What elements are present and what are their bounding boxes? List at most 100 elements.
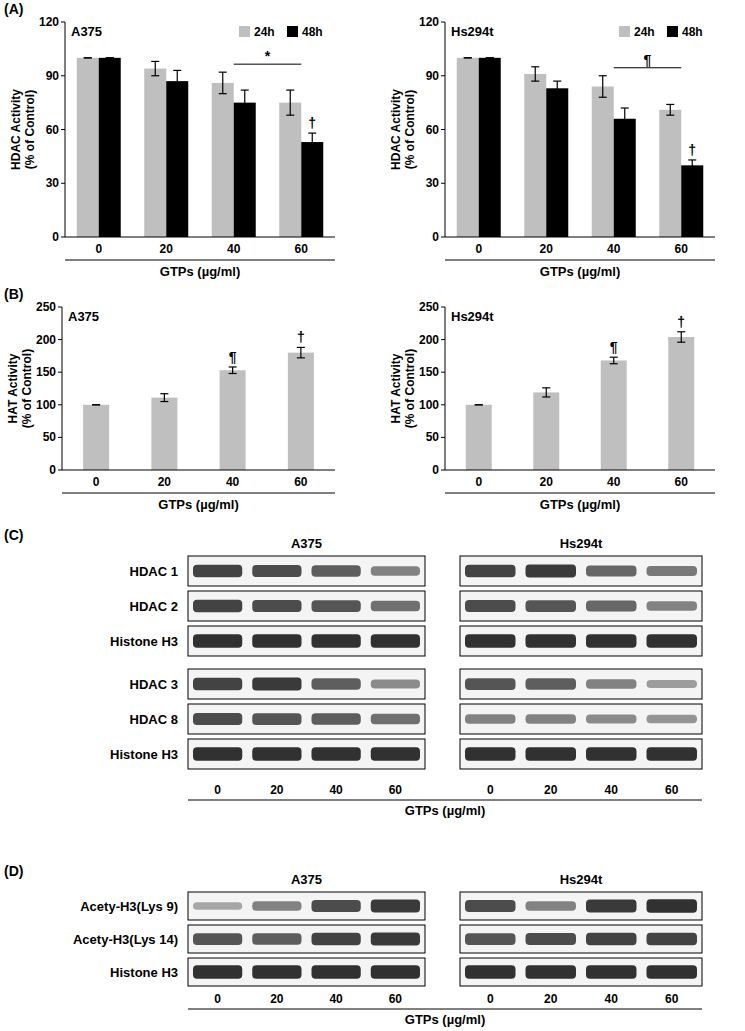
x-tick-label: 40 [227,242,241,256]
lane-label: 0 [214,992,221,1006]
chart: 0501001502002500204060GTPs (µg/ml)HAT Ac… [389,300,715,512]
blot-box [188,556,425,586]
annotation: ¶ [644,52,652,68]
y-tick-label: 200 [419,333,439,347]
bar [144,69,166,237]
chart-title: A375 [68,309,99,324]
error-cap [475,404,483,405]
blot-box [188,669,425,699]
blot-band [193,678,242,691]
error-stem [546,388,547,397]
blot-box [460,958,702,986]
blot-band [526,678,577,689]
blot-band [193,713,242,725]
y-tick-label: 60 [426,123,440,137]
y-tick [441,470,445,471]
error-cap [160,401,168,402]
bar [234,103,256,237]
error-cap [173,70,181,71]
x-tick-label: 0 [93,475,100,489]
blot-row-label: Acety-H3(Lys 14) [73,932,178,947]
y-tick-label: 120 [419,15,439,29]
bar [301,142,323,237]
bar [614,119,636,237]
legend-label: 48h [682,25,703,39]
error-stem [557,81,558,95]
blot-band [465,900,516,912]
bar [681,165,703,237]
error-cap [286,89,294,90]
y-tick-label: 250 [36,300,56,314]
blot-band [371,747,420,761]
blot-band [586,714,637,723]
blot-row-label: HDAC 8 [130,712,178,727]
bar [659,110,681,237]
blot-band [586,965,637,979]
chart: 03060901200204060GTPs (µg/ml)HDAC Activi… [389,15,715,279]
error-cap [666,104,674,105]
error-bar [688,160,696,171]
chart: (A)03060901200204060GTPs (µg/ml)HDAC Act… [4,1,335,279]
blot-row-label: Histone H3 [110,747,178,762]
legend-swatch [667,26,678,37]
blot-band [647,680,698,688]
x-axis [65,237,335,238]
bar [668,337,694,470]
y-axis-label: HAT Activity [389,353,403,423]
blot-band [252,713,301,725]
blot-band [647,965,698,979]
y-tick [441,237,445,238]
blot-box [188,958,425,986]
lane-label: 60 [665,783,679,797]
error-cap [308,132,316,133]
blot-band [252,933,301,944]
y-tick-label: 50 [43,430,57,444]
blot-row-label: Acety-H3(Lys 9) [80,899,178,914]
legend-swatch [287,26,298,37]
error-stem [177,70,178,92]
blot-band [252,747,301,761]
error-bar [621,108,629,130]
blot-box [460,556,702,586]
y-tick-label: 0 [432,463,439,477]
y-tick [441,307,445,308]
y-tick-label: 30 [46,176,60,190]
blot-panel: (C)A375Hs294tHDAC 1HDAC 2Histone H3HDAC … [4,527,702,818]
blot-band [586,747,637,761]
blot-box [460,591,702,621]
error-cap [486,57,494,58]
bar [212,83,234,237]
blot-band [193,902,242,910]
y-tick [58,404,62,405]
figure: (A)03060901200204060GTPs (µg/ml)HDAC Act… [0,0,745,1031]
plot-area [77,58,324,237]
y-tick [58,437,62,438]
x-axis-label: GTPs (µg/ml) [540,497,620,512]
y-tick [61,129,65,130]
bar [592,87,614,238]
error-cap [229,373,237,374]
y-tick [58,372,62,373]
error-cap [542,387,550,388]
x-tick-label: 20 [160,242,174,256]
blot-band [526,634,577,648]
blot-band [526,564,577,577]
lane-label: 20 [544,992,558,1006]
error-bar [173,70,181,92]
lane-label: 60 [389,992,403,1006]
plot-area [466,332,695,470]
y-axis-label: (% of Control) [23,90,37,169]
annotation: ¶ [229,349,237,365]
error-cap [297,347,305,348]
blot-band [647,715,698,724]
error-cap [531,66,539,67]
legend-label: 48h [302,25,323,39]
blot-band [312,747,361,761]
y-tick-label: 60 [46,123,60,137]
error-bar [229,367,237,374]
lane-label: 0 [214,783,221,797]
y-tick-label: 120 [39,15,59,29]
error-cap [666,115,674,116]
error-cap [160,393,168,394]
blot-row-label: HDAC 3 [130,677,178,692]
